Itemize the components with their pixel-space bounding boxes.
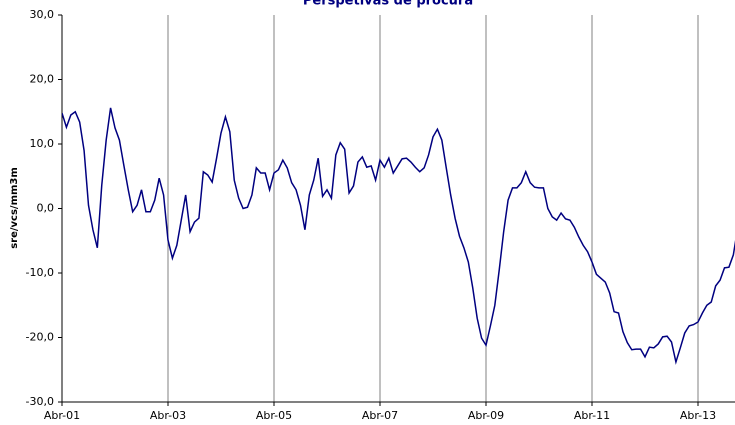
y-tick-label: 0,0 — [37, 202, 55, 215]
y-axis-label: sre/vcs/mm3m — [9, 167, 20, 249]
y-tick-label: -10,0 — [26, 266, 54, 279]
x-tick-label: Abr-01 — [44, 409, 80, 422]
x-tick-label: Abr-09 — [468, 409, 504, 422]
x-tick-label: Abr-05 — [256, 409, 292, 422]
y-tick-label: -20,0 — [26, 331, 54, 344]
y-tick-label: -30,0 — [26, 395, 54, 408]
y-tick-label: 10,0 — [30, 137, 55, 150]
x-tick-label: Abr-13 — [680, 409, 716, 422]
data-line — [62, 107, 735, 365]
y-tick-label: 30,0 — [30, 8, 55, 21]
x-tick-label: Abr-07 — [362, 409, 398, 422]
x-tick-label: Abr-11 — [574, 409, 610, 422]
chart-title: Perspetivas de procura — [303, 0, 473, 9]
y-tick-label: 20,0 — [30, 73, 55, 86]
x-tick-label: Abr-03 — [150, 409, 186, 422]
